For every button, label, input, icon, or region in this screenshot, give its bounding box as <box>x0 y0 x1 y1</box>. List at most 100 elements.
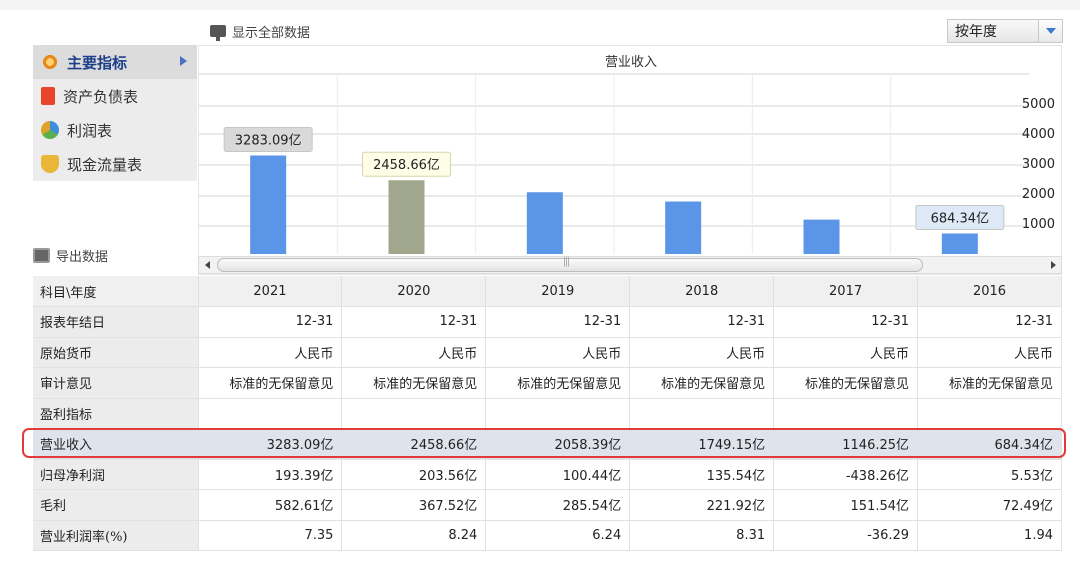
arrow-right-icon <box>180 56 187 66</box>
table-row: 营业收入 3283.09亿 2458.66亿 2058.39亿 1749.15亿 1146… <box>33 428 1062 460</box>
table-header-year: 2017 <box>773 276 919 307</box>
table-cell: 12-31 <box>629 306 775 338</box>
table-cell <box>341 398 487 429</box>
chevron-down-icon[interactable] <box>1038 20 1062 42</box>
table-cell: 12-31 <box>917 306 1062 338</box>
sidebar-item-cash-flow[interactable]: 现金流量表 <box>33 147 197 181</box>
row-label: 审计意见 <box>33 367 199 399</box>
table-header-year: 2020 <box>341 276 487 307</box>
table-cell: 标准的无保留意见 <box>198 367 343 399</box>
bar-2021 <box>250 155 287 254</box>
table-cell: 人民币 <box>773 337 919 368</box>
table-cell: 5.53亿 <box>917 459 1062 490</box>
table-cell: 6.24 <box>485 520 631 551</box>
y-tick-label: 4000 <box>1022 127 1055 142</box>
data-label: 684.34亿 <box>931 211 990 226</box>
table-cell: 151.54亿 <box>773 489 919 521</box>
table-cell: 1.94 <box>917 520 1062 551</box>
chart-plot: 1000 2000 3000 4000 5000 3283.09亿 2458.66亿 684.… <box>199 73 1055 254</box>
table-row: 盈利指标 <box>33 398 1062 429</box>
row-label: 营业利润率(%) <box>33 520 199 551</box>
top-bar <box>0 0 1080 10</box>
sidebar-item-label: 资产负债表 <box>63 87 139 106</box>
y-tick-label: 1000 <box>1022 217 1055 232</box>
table-cell: 12-31 <box>341 306 487 338</box>
data-label-box <box>915 204 1005 230</box>
table-cell: 1749.15亿 <box>629 428 775 460</box>
table-cell: 人民币 <box>917 337 1062 368</box>
y-tick-label: 3000 <box>1022 157 1055 172</box>
table-cell: 7.35 <box>198 520 343 551</box>
table-cell <box>485 398 631 429</box>
export-icon <box>33 248 50 263</box>
y-tick-label: 5000 <box>1022 97 1055 112</box>
table-row: 审计意见 标准的无保留意见 标准的无保留意见 标准的无保留意见 标准的无保留意见 标准的无… <box>33 367 1062 399</box>
table-cell: 203.56亿 <box>341 459 487 490</box>
table-row: 原始货币 人民币 人民币 人民币 人民币 人民币 人民币 <box>33 337 1062 368</box>
table-cell: 8.24 <box>341 520 487 551</box>
table-cell: 2458.66亿 <box>341 428 487 460</box>
document-icon <box>41 87 55 105</box>
table-header-year: 2021 <box>198 276 343 307</box>
scroll-thumb[interactable] <box>217 257 923 272</box>
pie-chart-icon <box>41 121 59 139</box>
table-cell: 100.44亿 <box>485 459 631 490</box>
table-cell: 221.92亿 <box>629 489 775 521</box>
table-cell: 标准的无保留意见 <box>485 367 631 399</box>
indicator-icon <box>41 53 59 71</box>
table-cell: 193.39亿 <box>198 459 343 490</box>
scroll-left-icon[interactable] <box>199 257 215 273</box>
scroll-right-icon[interactable] <box>1045 257 1061 273</box>
sidebar-item-balance-sheet[interactable]: 资产负债表 <box>33 79 197 113</box>
data-label-box <box>223 127 313 153</box>
table-cell: -438.26亿 <box>773 459 919 490</box>
table-header-year: 2018 <box>629 276 775 307</box>
table-row: 归母净利润 193.39亿 203.56亿 100.44亿 135.54亿 -438.26… <box>33 459 1062 490</box>
chart-title: 营业收入 <box>604 55 657 70</box>
bar-2020 <box>388 180 425 254</box>
table-cell: 标准的无保留意见 <box>773 367 919 399</box>
table-cell: 12-31 <box>773 306 919 338</box>
show-all-label: 显示全部数据 <box>232 25 311 41</box>
money-bag-icon <box>41 155 59 173</box>
sidebar: 主要指标 资产负债表 利润表 现金流量表 <box>33 45 197 181</box>
table-header-year: 2019 <box>485 276 631 307</box>
sidebar-item-label: 利润表 <box>67 121 113 140</box>
table-cell: 3283.09亿 <box>198 428 343 460</box>
table-cell: 标准的无保留意见 <box>629 367 775 399</box>
table-cell: 135.54亿 <box>629 459 775 490</box>
table-cell: 285.54亿 <box>485 489 631 521</box>
table-header-row: 科目\年度 2021 2020 2019 2018 2017 2016 <box>33 276 1062 307</box>
table-row: 毛利 582.61亿 367.52亿 285.54亿 221.92亿 151.54亿 72.… <box>33 489 1062 521</box>
sidebar-item-income-statement[interactable]: 利润表 <box>33 113 197 147</box>
export-data-button[interactable]: 导出数据 <box>33 246 108 265</box>
row-label: 原始货币 <box>33 337 199 368</box>
table-cell: 标准的无保留意见 <box>917 367 1062 399</box>
table-cell: 12-31 <box>198 306 343 338</box>
data-label: 3283.09亿 <box>235 134 302 149</box>
bar-2018 <box>665 201 702 254</box>
bar-2019 <box>526 192 563 254</box>
table-cell: 72.49亿 <box>917 489 1062 521</box>
row-label: 毛利 <box>33 489 199 521</box>
table-cell: 人民币 <box>629 337 775 368</box>
sidebar-item-main-indicators[interactable]: 主要指标 <box>33 45 197 79</box>
sidebar-item-label: 现金流量表 <box>67 155 143 174</box>
table-cell <box>629 398 775 429</box>
table-cell <box>198 398 343 429</box>
period-select-value: 按年度 <box>955 24 997 40</box>
period-select[interactable]: 按年度 <box>947 19 1063 43</box>
table-row: 报表年结日 12-31 12-31 12-31 12-31 12-31 12-31 <box>33 306 1062 338</box>
table-cell: 1146.25亿 <box>773 428 919 460</box>
row-label: 报表年结日 <box>33 306 199 338</box>
row-label: 归母净利润 <box>33 459 199 490</box>
table-cell: 人民币 <box>341 337 487 368</box>
table-row: 营业利润率(%) 7.35 8.24 6.24 8.31 -36.29 1.94 <box>33 520 1062 551</box>
table-cell: 人民币 <box>198 337 343 368</box>
table-cell: 8.31 <box>629 520 775 551</box>
table-cell: -36.29 <box>773 520 919 551</box>
table-cell: 582.61亿 <box>198 489 343 521</box>
bar-2016 <box>941 233 978 254</box>
chart-scrollbar[interactable] <box>198 256 1062 274</box>
show-all-data-button[interactable]: 显示全部数据 <box>210 22 311 41</box>
